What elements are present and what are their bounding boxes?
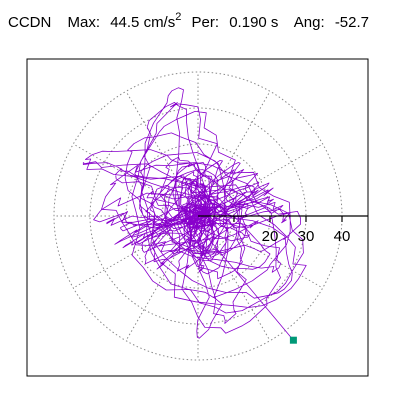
max-label: Max: (67, 14, 101, 31)
max-value: 44.5 cm/s (110, 14, 176, 31)
radial-axis (198, 215, 368, 222)
max-exponent: 2 (175, 11, 182, 23)
trace-path (82, 87, 307, 341)
angle-value: -52.7 (334, 14, 370, 31)
station-code: CCDN (8, 14, 52, 31)
end-marker (289, 336, 297, 344)
grid-spoke-30 (228, 143, 323, 199)
tick-label-30: 30 (298, 228, 315, 245)
end-marker-group (289, 336, 297, 344)
grid-spoke-120 (125, 91, 181, 186)
grid-spoke-210 (73, 233, 168, 289)
tick-label-20: 20 (262, 228, 279, 245)
period-value: 0.190 s (229, 14, 279, 31)
tick-labels: 20 30 40 (262, 228, 351, 245)
grid-spoke-240 (125, 246, 181, 341)
plot-frame (26, 58, 369, 377)
motion-trace (82, 87, 307, 341)
tick-label-40: 40 (334, 228, 351, 245)
period-label: Per: (191, 14, 220, 31)
chart-header: CCDN Max: 44.5 cm/s2 Per: 0.190 s Ang: -… (8, 11, 370, 32)
angle-label: Ang: (293, 14, 325, 31)
